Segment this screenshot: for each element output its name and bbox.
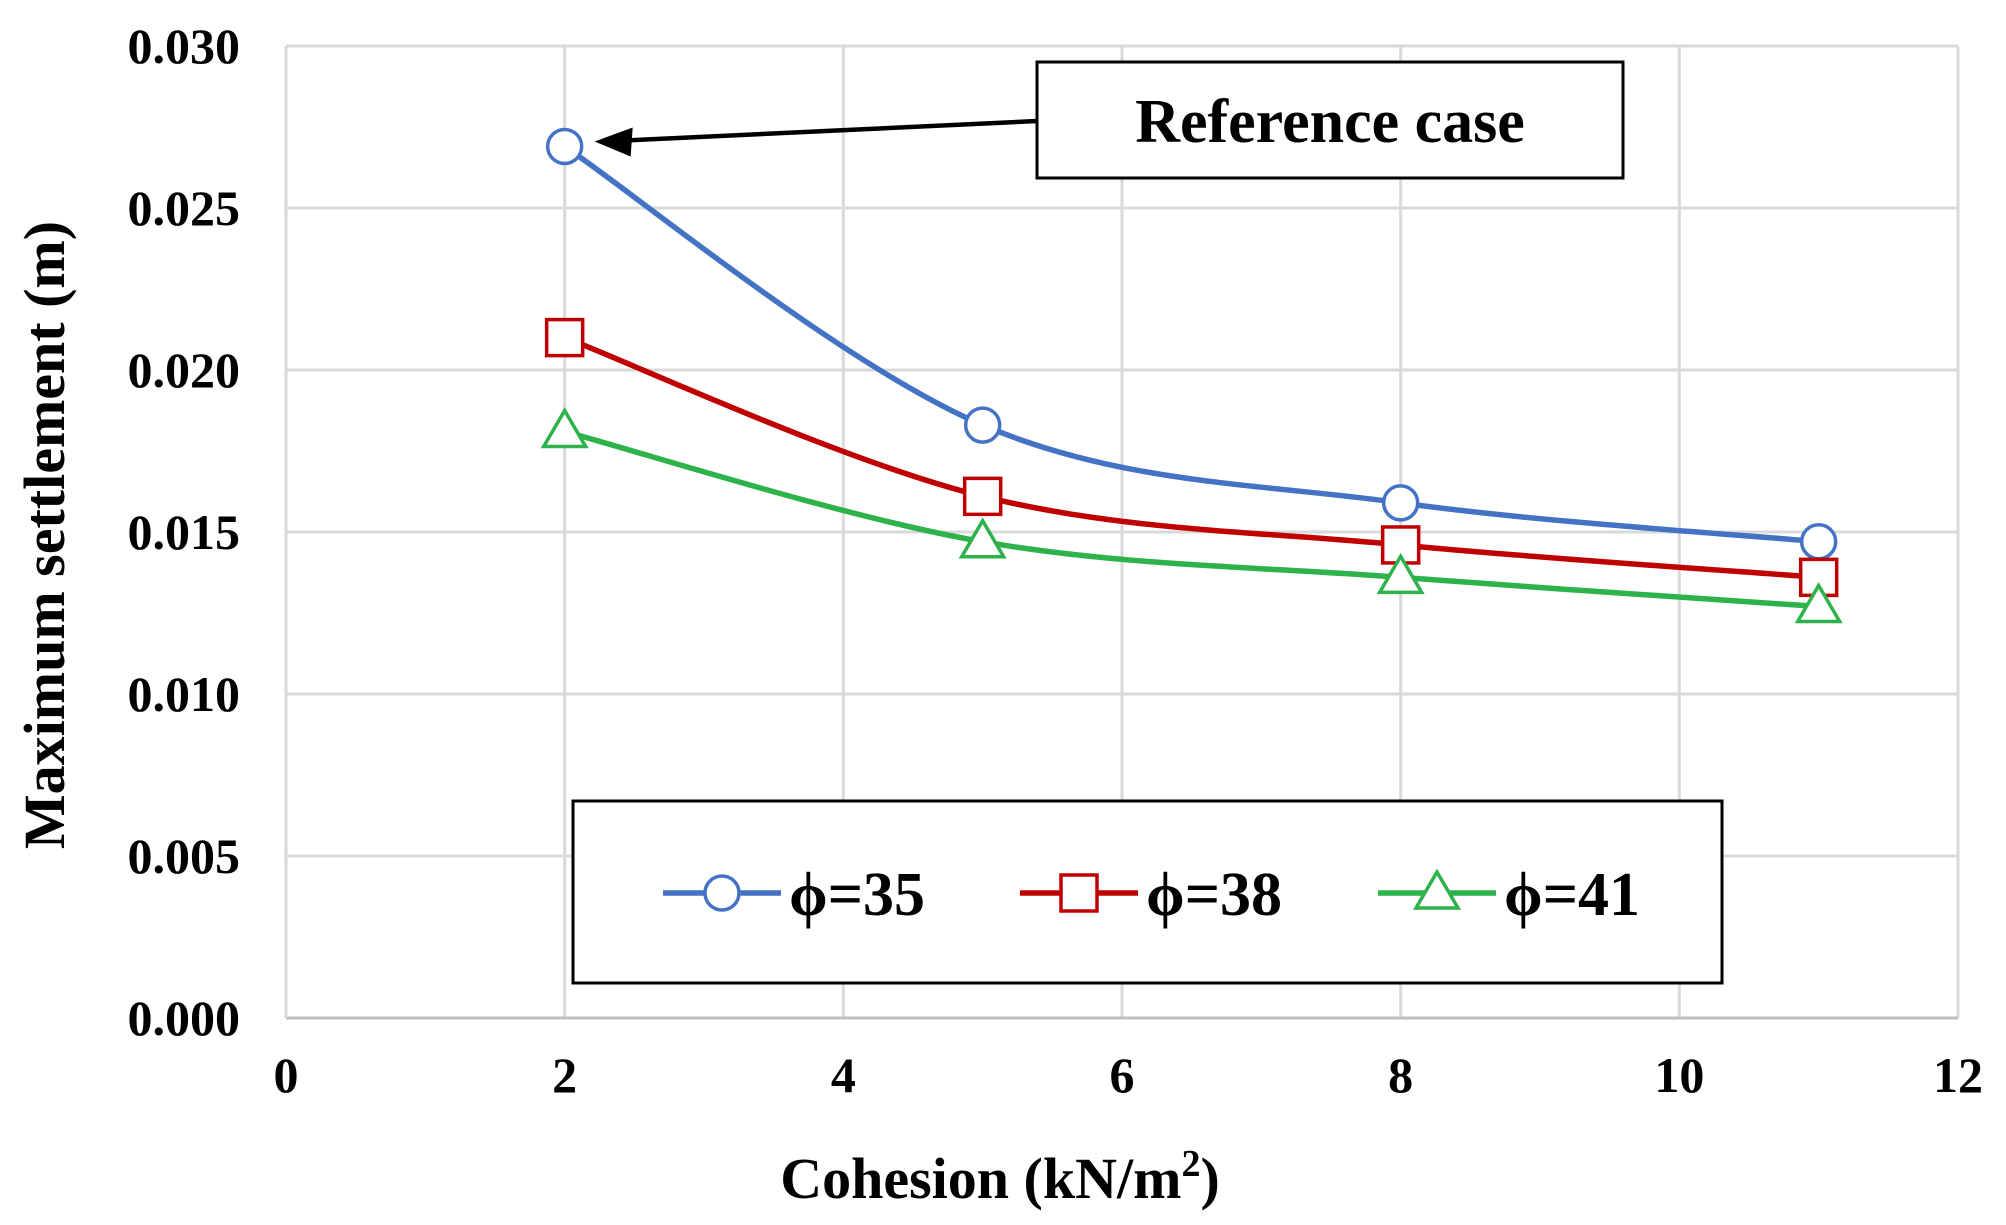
x-axis-title-main: Cohesion (kN/m bbox=[780, 1146, 1181, 1211]
legend-label-2: ϕ=38 bbox=[1146, 861, 1282, 929]
data-point-series-3 bbox=[958, 517, 1007, 559]
x-axis-title-end: ) bbox=[1200, 1146, 1219, 1211]
legend-label-1: ϕ=35 bbox=[789, 861, 925, 929]
annotation: Reference case bbox=[594, 60, 1625, 180]
legend: ϕ=35 ϕ=38 ϕ=41 bbox=[571, 799, 1724, 985]
annotation-box bbox=[1035, 60, 1625, 180]
data-point-series-1 bbox=[1799, 522, 1838, 561]
y-tick-label: 0.030 bbox=[128, 18, 241, 74]
x-tick-label: 6 bbox=[1110, 1047, 1135, 1103]
y-tick-label: 0.025 bbox=[128, 180, 241, 236]
axes bbox=[284, 46, 1958, 1020]
x-tick-label: 8 bbox=[1388, 1047, 1413, 1103]
legend-marker-3 bbox=[1412, 868, 1462, 910]
series-layer bbox=[540, 127, 1843, 624]
y-tick-label: 0.015 bbox=[128, 504, 241, 560]
x-tick-label: 2 bbox=[552, 1047, 577, 1103]
series-line-2 bbox=[561, 334, 1822, 581]
legend-label-3: ϕ=41 bbox=[1504, 861, 1640, 929]
data-point-series-1 bbox=[963, 406, 1002, 444]
data-point-series-2 bbox=[544, 317, 585, 358]
y-tick-label: 0.000 bbox=[128, 990, 241, 1046]
legend-marker-2 bbox=[1059, 873, 1099, 913]
data-point-series-3 bbox=[540, 407, 589, 449]
tick-labels: 0 2 4 6 8 10 12 0.000 0.005 0.010 0.015 0.020 0.025 0… bbox=[128, 18, 1984, 1103]
series-line-3 bbox=[561, 428, 1822, 610]
x-tick-label: 12 bbox=[1933, 1047, 1983, 1103]
series-line-1 bbox=[561, 143, 1822, 545]
legend-marker-1 bbox=[703, 874, 741, 912]
y-axis-title: Maximum settlement (m) bbox=[12, 221, 77, 849]
x-tick-label: 10 bbox=[1654, 1047, 1704, 1103]
x-axis-title-superscript: 2 bbox=[1181, 1143, 1200, 1185]
annotation-arrowhead bbox=[594, 127, 633, 157]
data-point-series-1 bbox=[1381, 484, 1420, 522]
data-point-series-1 bbox=[545, 127, 584, 166]
data-point-series-3 bbox=[1794, 582, 1843, 624]
y-tick-label: 0.005 bbox=[128, 828, 241, 884]
annotation-arrow-line bbox=[626, 118, 1038, 143]
annotation-text: Reference case bbox=[1135, 88, 1525, 156]
y-tick-label: 0.010 bbox=[128, 666, 241, 722]
x-tick-label: 0 bbox=[274, 1047, 299, 1103]
x-tick-label: 4 bbox=[831, 1047, 856, 1103]
data-point-series-2 bbox=[962, 476, 1003, 517]
y-tick-label: 0.020 bbox=[128, 342, 241, 398]
data-point-series-3 bbox=[1376, 552, 1425, 595]
x-axis-title: Cohesion (kN/m2) bbox=[780, 1143, 1220, 1211]
